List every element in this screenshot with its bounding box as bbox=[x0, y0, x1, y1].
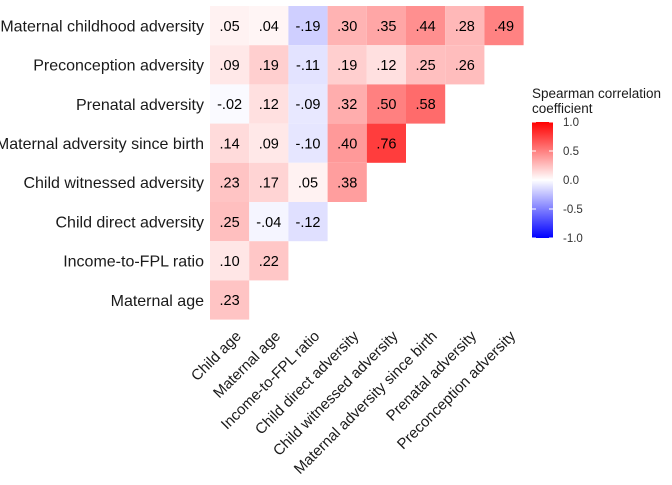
cell-value-label: .22 bbox=[259, 254, 279, 270]
cell-value-label: .58 bbox=[416, 97, 436, 113]
row-labels-layer: Maternal childhood adversity Preconceptio… bbox=[0, 18, 204, 309]
cell-value-label: .09 bbox=[220, 58, 240, 74]
cell-value-label: .12 bbox=[259, 97, 279, 113]
heatmap-cell bbox=[210, 45, 250, 85]
cell-value-label: .23 bbox=[220, 176, 240, 192]
cell-value-label: -.10 bbox=[296, 136, 321, 152]
heatmap-cell bbox=[288, 6, 328, 46]
legend-tick-label: 0.0 bbox=[563, 175, 579, 187]
heatmap-cell bbox=[249, 202, 289, 242]
cell-value-label: .26 bbox=[455, 58, 475, 74]
cell-value-label: .35 bbox=[376, 19, 396, 35]
cells-layer bbox=[210, 6, 524, 320]
cell-value-label: -.11 bbox=[296, 58, 320, 74]
cell-value-label: .12 bbox=[376, 58, 396, 74]
row-tick-label: Maternal age bbox=[111, 293, 204, 310]
cell-value-label: .30 bbox=[337, 19, 357, 35]
cell-value-label: -.19 bbox=[296, 19, 321, 35]
heatmap-cell bbox=[288, 84, 328, 124]
cell-value-label: .17 bbox=[259, 176, 279, 192]
cell-value-label: -.09 bbox=[296, 97, 321, 113]
cell-value-label: .19 bbox=[259, 58, 279, 74]
heatmap-cell bbox=[249, 123, 289, 163]
heatmap-cell bbox=[249, 84, 289, 124]
legend-tick-label: -0.5 bbox=[563, 204, 583, 216]
heatmap-cell bbox=[366, 84, 406, 124]
heatmap-cell bbox=[366, 45, 406, 85]
heatmap-cell bbox=[288, 202, 328, 242]
cell-value-label: .40 bbox=[337, 136, 357, 152]
heatmap-cell bbox=[210, 84, 250, 124]
heatmap-cell bbox=[210, 280, 250, 320]
legend-title: Spearman correlation bbox=[532, 86, 661, 101]
cell-value-label: .23 bbox=[220, 293, 240, 309]
cell-value-label: .25 bbox=[220, 215, 240, 231]
cell-value-label: .25 bbox=[416, 58, 436, 74]
cell-value-label: -.12 bbox=[296, 215, 321, 231]
heatmap-cell bbox=[366, 123, 406, 163]
row-tick-label: Maternal adversity since birth bbox=[0, 136, 204, 153]
heatmap-cell bbox=[327, 162, 367, 202]
heatmap-cell bbox=[327, 45, 367, 85]
cell-value-label: .38 bbox=[337, 176, 357, 192]
heatmap-cell bbox=[327, 6, 367, 46]
cell-value-label: .28 bbox=[455, 19, 475, 35]
heatmap-cell bbox=[210, 241, 250, 281]
heatmap-cell bbox=[249, 162, 289, 202]
heatmap-cell bbox=[484, 6, 524, 46]
heatmap-cell bbox=[288, 162, 328, 202]
heatmap-cell bbox=[327, 84, 367, 124]
row-tick-label: Maternal childhood adversity bbox=[0, 18, 204, 35]
heatmap-cell bbox=[210, 202, 250, 242]
cell-value-label: -.02 bbox=[217, 97, 242, 113]
row-tick-label: Child direct adversity bbox=[56, 214, 205, 231]
heatmap-cell bbox=[249, 45, 289, 85]
cell-value-label: .76 bbox=[376, 136, 396, 152]
cell-value-label: .32 bbox=[337, 97, 357, 113]
heatmap-cell bbox=[406, 45, 446, 85]
heatmap-cell bbox=[288, 45, 328, 85]
heatmap-cell bbox=[366, 6, 406, 46]
legend-tick-label: 0.5 bbox=[563, 146, 579, 158]
heatmap-cell bbox=[288, 123, 328, 163]
heatmap-cell bbox=[445, 45, 485, 85]
cell-value-label: .05 bbox=[220, 19, 240, 35]
legend-tick-label: 1.0 bbox=[563, 117, 579, 129]
cell-value-label: -.04 bbox=[256, 215, 281, 231]
heatmap-cell bbox=[327, 123, 367, 163]
heatmap-cell bbox=[249, 241, 289, 281]
row-tick-label: Preconception adversity bbox=[33, 58, 204, 75]
row-tick-label: Child witnessed adversity bbox=[23, 175, 204, 192]
legend-tick-label: -1.0 bbox=[563, 233, 583, 245]
cell-value-label: .44 bbox=[416, 19, 436, 35]
cell-value-label: .09 bbox=[259, 136, 279, 152]
row-tick-label: Income-to-FPL ratio bbox=[63, 254, 204, 271]
heatmap-cell bbox=[445, 6, 485, 46]
cell-value-label: .04 bbox=[259, 19, 279, 35]
cell-value-label: .14 bbox=[220, 136, 240, 152]
cell-value-label: .50 bbox=[376, 97, 396, 113]
legend-color-bar bbox=[532, 122, 553, 238]
heatmap-cell bbox=[406, 6, 446, 46]
heatmap-cell bbox=[210, 123, 250, 163]
row-tick-label: Prenatal adversity bbox=[76, 97, 204, 114]
cell-value-label: .05 bbox=[298, 176, 318, 192]
heatmap-cell bbox=[210, 6, 250, 46]
heatmap-cell bbox=[210, 162, 250, 202]
cell-value-label: .49 bbox=[494, 19, 514, 35]
cell-labels-layer: .05 .04 -.19 .30 .35 .44 .28 .49 .09 .19 -.11 .19 .1… bbox=[217, 19, 514, 309]
heatmap-cell bbox=[249, 6, 289, 46]
heatmap-cell bbox=[406, 84, 446, 124]
cell-value-label: .10 bbox=[220, 254, 240, 270]
cell-value-label: .19 bbox=[337, 58, 357, 74]
legend-title: coefficient bbox=[532, 101, 593, 116]
